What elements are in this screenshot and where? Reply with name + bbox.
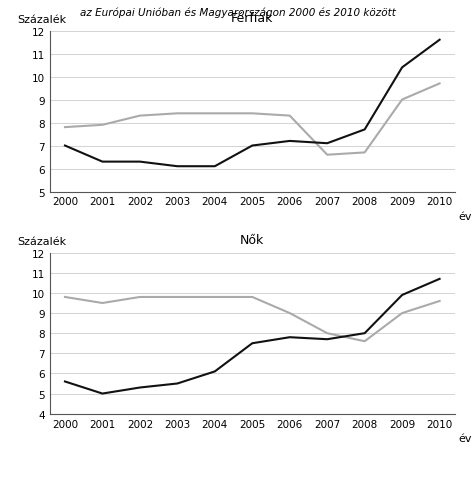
EU27 [137, 294, 143, 300]
EU27 [99, 301, 105, 306]
EU27 [62, 294, 68, 300]
Magyarország [287, 334, 293, 340]
Magyarország [137, 385, 143, 391]
Magyarország [99, 391, 105, 397]
EU27 [249, 294, 255, 300]
Magyarország [399, 292, 405, 298]
Text: Nők: Nők [240, 234, 264, 247]
Magyarország [212, 369, 218, 375]
Magyarország [324, 336, 330, 342]
Legend: EU27, Magyarország: EU27, Magyarország [149, 481, 355, 484]
Line: EU27: EU27 [65, 297, 440, 342]
Magyarország [62, 379, 68, 385]
EU27 [324, 331, 330, 336]
Text: Százalék: Százalék [18, 237, 67, 247]
Text: az Európai Unióban és Magyarországon 2000 és 2010 között: az Európai Unióban és Magyarországon 200… [80, 7, 396, 18]
Line: Magyarország: Magyarország [65, 279, 440, 394]
Magyarország [175, 381, 180, 387]
EU27 [362, 339, 367, 345]
EU27 [287, 311, 293, 317]
Magyarország [249, 341, 255, 347]
EU27 [399, 311, 405, 317]
EU27 [212, 294, 218, 300]
Magyarország [437, 276, 443, 282]
Text: Százalék: Százalék [18, 15, 67, 25]
EU27 [175, 294, 180, 300]
Text: év: év [458, 433, 472, 443]
Text: Férfiak: Férfiak [231, 12, 274, 25]
Text: év: év [458, 212, 472, 221]
EU27 [437, 299, 443, 304]
Magyarország [362, 331, 367, 336]
